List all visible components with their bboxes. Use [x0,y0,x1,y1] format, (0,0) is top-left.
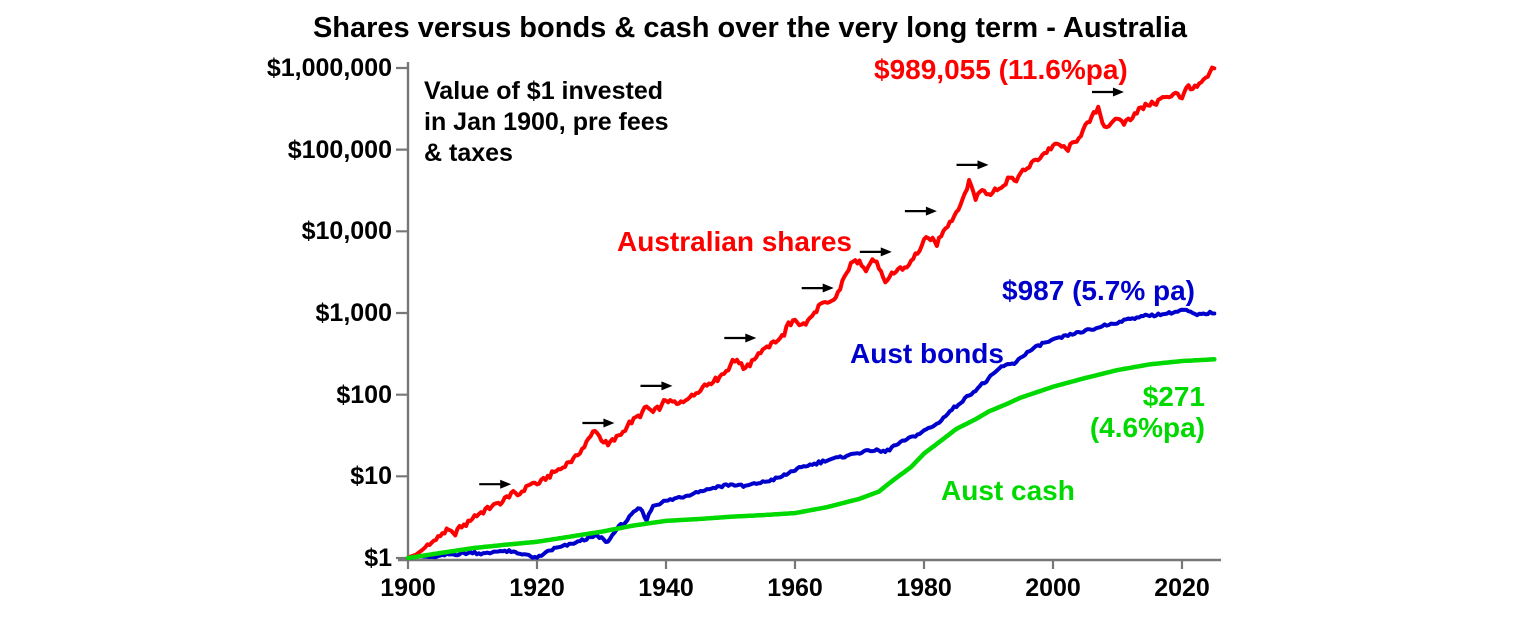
x-axis-tick-label: 1940 [638,574,694,602]
event-arrow-head [880,247,892,257]
chart-annotation: Value of $1 invested in Jan 1900, pre fe… [424,77,669,167]
y-axis-tick-label: $10,000 [301,217,392,246]
bonds-line [406,307,1217,561]
cash-end-value-label: $271 (4.6%pa) [1089,381,1205,443]
y-axis-tick-label: $1 [364,544,392,572]
bonds-end-value-label: $987 (5.7% pa) [1002,275,1195,306]
x-axis-tick-label: 2000 [1025,574,1081,602]
event-arrow-head [1112,87,1124,97]
x-axis-tick-label: 1980 [896,574,952,602]
event-arrow-head [977,160,989,170]
event-arrow-head [661,381,673,391]
y-axis-tick-label: $10 [350,462,392,491]
shares-end-value-label: $989,055 (11.6%pa) [874,54,1128,85]
x-axis-tick-label: 2020 [1154,574,1210,602]
y-axis-tick-label: $1,000,000 [266,53,392,82]
cash-series-label: Aust cash [941,475,1075,506]
event-arrow-head [822,283,834,293]
event-arrow-head [925,206,937,216]
x-axis-tick-label: 1920 [509,574,565,602]
event-arrow-head [745,333,757,343]
x-axis-tick-label: 1960 [767,574,823,602]
event-arrow-head [500,479,512,489]
event-arrow-head [603,418,615,428]
chart-title: Shares versus bonds & cash over the very… [312,12,1188,44]
y-axis-tick-label: $1,000 [315,298,392,327]
y-axis-tick-label: $100 [336,380,392,409]
axis-tick-marks [396,66,1184,569]
bonds-series-label: Aust bonds [850,338,1004,369]
cash-line [405,357,1217,561]
x-axis-tick-label: 1900 [380,574,436,602]
shares-line [406,65,1217,561]
shares-series-label: Australian shares [617,226,852,257]
y-axis-tick-label: $100,000 [287,135,392,164]
